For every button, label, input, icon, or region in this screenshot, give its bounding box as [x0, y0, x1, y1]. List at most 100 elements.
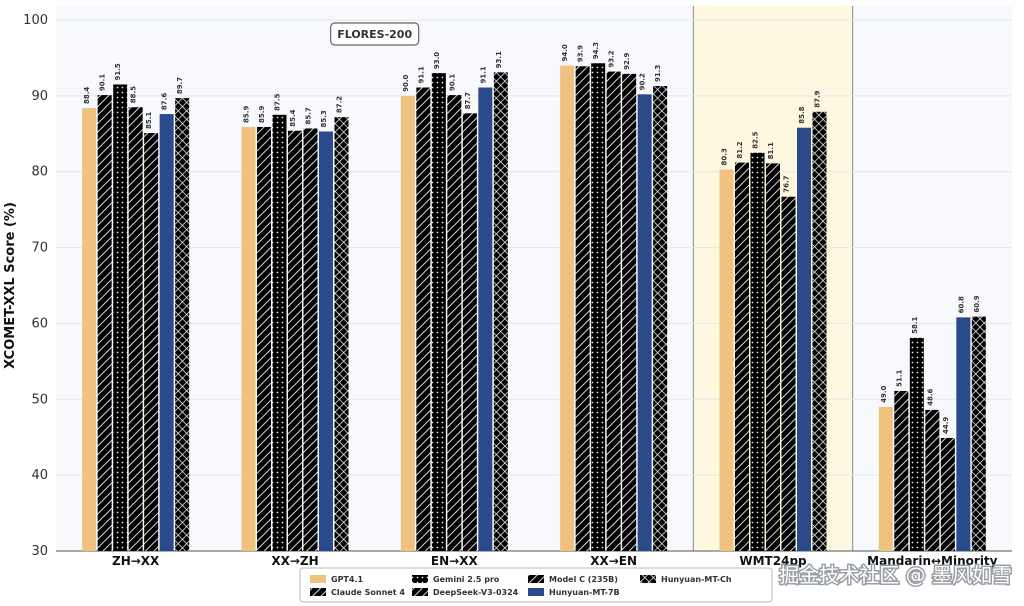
- bar: [894, 390, 909, 551]
- value-label: 76.7: [783, 175, 791, 192]
- legend-swatch: [528, 575, 544, 583]
- bar: [750, 152, 765, 551]
- value-label: 90.0: [402, 74, 410, 91]
- value-label: 93.9: [577, 45, 585, 62]
- watermark-text: 掘金技术社区 @ 墨风如雪: [779, 563, 1012, 587]
- bar: [241, 126, 256, 552]
- x-tick-label: EN→XX: [431, 554, 479, 568]
- bar: [447, 95, 462, 551]
- value-label: 87.6: [161, 93, 169, 110]
- bar: [82, 107, 97, 551]
- value-label: 90.1: [99, 74, 107, 91]
- legend-label: Claude Sonnet 4: [331, 588, 405, 597]
- bar: [606, 71, 621, 551]
- y-tick-label: 40: [31, 468, 48, 483]
- bar: [622, 73, 637, 551]
- value-label: 85.4: [289, 109, 297, 126]
- legend-label: Hunyuan-MT-7B: [549, 588, 620, 597]
- value-label: 81.1: [767, 142, 775, 159]
- y-axis-label: XCOMET-XXL Score (%): [3, 202, 18, 369]
- bar: [797, 127, 811, 552]
- legend-swatch: [310, 575, 326, 583]
- y-tick-label: 70: [31, 241, 48, 256]
- value-label: 91.5: [114, 63, 122, 80]
- bar: [303, 128, 318, 551]
- value-label: 49.0: [880, 385, 888, 402]
- bar: [909, 337, 924, 551]
- value-label: 82.5: [752, 131, 760, 148]
- bar: [272, 114, 287, 552]
- y-tick-label: 60: [31, 316, 48, 331]
- value-label: 91.1: [417, 66, 425, 83]
- legend-swatch: [412, 588, 428, 596]
- bar: [956, 317, 971, 551]
- bar: [575, 66, 590, 551]
- value-label: 93.2: [608, 50, 616, 67]
- value-label: 60.9: [973, 295, 981, 312]
- bar: [319, 131, 333, 551]
- value-label: 90.1: [448, 74, 456, 91]
- bar: [766, 163, 780, 551]
- x-tick-label: ZH→XX: [112, 554, 160, 568]
- value-label: 91.1: [479, 66, 487, 83]
- value-label: 85.1: [145, 112, 153, 129]
- value-label: 44.9: [942, 417, 950, 434]
- legend-label: Model C (235B): [549, 575, 618, 584]
- bar: [812, 111, 827, 551]
- value-label: 87.2: [336, 96, 344, 113]
- bar: [400, 95, 415, 551]
- bar: [637, 94, 652, 551]
- y-tick-label: 30: [31, 544, 48, 559]
- value-label: 85.7: [305, 107, 313, 124]
- y-tick-label: 80: [31, 165, 48, 180]
- value-label: 85.9: [243, 106, 251, 123]
- bar: [257, 126, 271, 552]
- bar: [462, 113, 477, 551]
- legend-swatch: [640, 575, 656, 583]
- legend-label: Hunyuan-MT-Ch: [661, 575, 732, 584]
- x-tick-label: Mandarin↔Minority: [867, 554, 998, 568]
- bar: [128, 107, 143, 551]
- value-label: 58.1: [911, 316, 919, 333]
- bar: [878, 406, 893, 551]
- legend-swatch: [528, 588, 544, 596]
- value-label: 89.7: [176, 77, 184, 94]
- bar: [334, 117, 349, 552]
- legend-swatch: [412, 575, 428, 583]
- legend-label: GPT4.1: [331, 575, 363, 584]
- bar: [925, 409, 940, 551]
- value-label: 87.9: [814, 90, 822, 107]
- bar: [781, 196, 796, 552]
- y-tick-label: 90: [31, 89, 48, 104]
- bar: [653, 85, 668, 551]
- annotation-box: [330, 22, 420, 46]
- value-label: 94.3: [592, 42, 600, 59]
- bar: [97, 95, 112, 551]
- value-label: 85.3: [320, 110, 328, 127]
- bar: [735, 162, 749, 551]
- bar: [940, 437, 955, 551]
- value-label: 92.9: [623, 52, 631, 69]
- value-label: 91.3: [654, 65, 662, 82]
- bar: [591, 63, 606, 551]
- bar: [144, 133, 159, 551]
- value-label: 93.1: [495, 51, 503, 68]
- value-label: 87.5: [274, 93, 282, 110]
- value-label: 90.2: [639, 73, 647, 90]
- value-label: 94.0: [561, 44, 569, 61]
- x-tick-label: XX→EN: [590, 554, 637, 568]
- x-tick-label: WMT24pp: [739, 554, 807, 568]
- value-label: 60.8: [957, 296, 965, 313]
- value-label: 85.8: [798, 106, 806, 123]
- value-label: 80.3: [721, 148, 729, 165]
- bar: [719, 169, 734, 551]
- bar: [113, 84, 128, 551]
- x-tick-label: XX→ZH: [271, 554, 318, 568]
- bar: [478, 87, 493, 552]
- value-label: 87.7: [464, 92, 472, 109]
- annotation-label: FLORES-200: [337, 28, 412, 41]
- bar: [175, 98, 190, 551]
- bar: [560, 65, 575, 551]
